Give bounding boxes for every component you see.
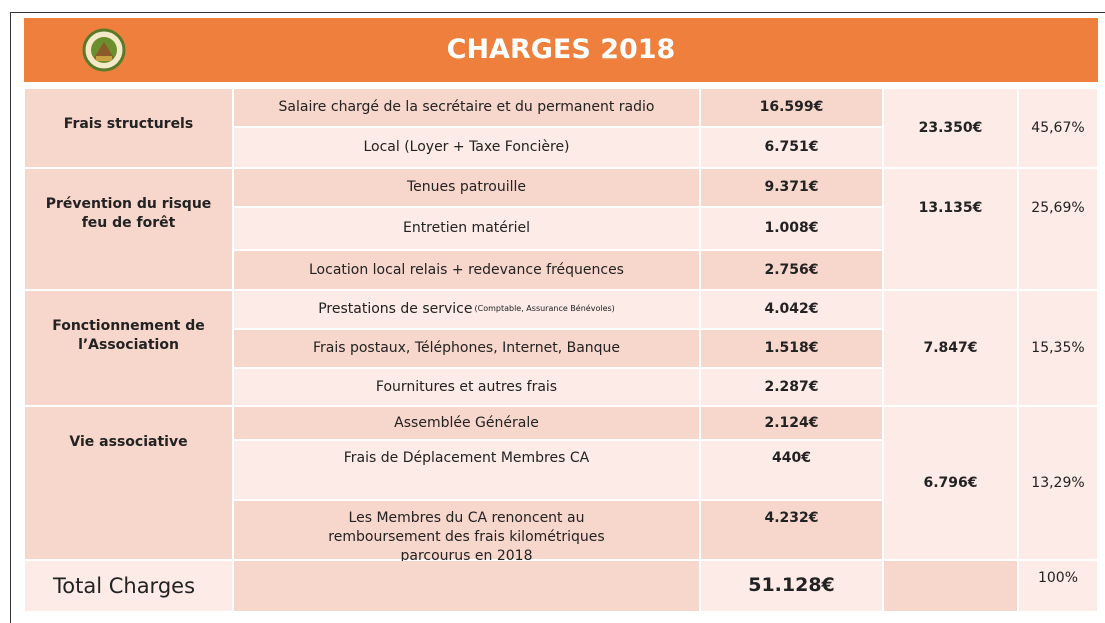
item-text: Frais postaux, Téléphones, Internet, Ban… [312,340,621,357]
item-text: Local (Loyer + Taxe Foncière) [363,139,570,156]
group-total: 6.796€ [884,407,1017,559]
logo [82,28,126,72]
item-text: Les Membres du CA renoncent au rembourse… [328,510,605,564]
title: CHARGES 2018 [446,34,676,65]
header: CHARGES 2018 [24,18,1098,82]
category: Vie associative [25,407,232,559]
item-label: Tenues patrouille [234,169,699,206]
item-amount: 6.751€ [701,128,882,167]
item-label: Frais postaux, Téléphones, Internet, Ban… [234,330,699,367]
item-label: Assemblée Générale [234,407,699,439]
group-percent: 13,29% [1019,407,1097,559]
item-amount: 2.287€ [701,369,882,405]
total-percent: 100% [1019,561,1097,611]
item-text: Salaire chargé de la secrétaire et du pe… [278,99,655,116]
total-label: Total Charges [25,561,232,611]
item-text: Fournitures et autres frais [375,378,558,395]
item-text: Entretien matériel [402,220,531,237]
item-note: (Comptable, Assurance Bénévoles) [474,304,615,314]
group-total: 23.350€ [884,89,1017,167]
total-empty [884,561,1017,611]
item-amount: 9.371€ [701,169,882,206]
item-amount: 1.008€ [701,208,882,249]
category: Fonctionnement de l’Association [25,291,232,405]
item-label: Location local relais + redevance fréque… [234,251,699,289]
total-amount: 51.128€ [701,561,882,611]
item-amount: 4.232€ [701,501,882,559]
group-percent: 45,67% [1019,89,1097,167]
item-amount: 1.518€ [701,330,882,367]
item-text: Frais de Déplacement Membres CA [343,450,590,466]
item-text: Prestations de service [318,301,473,318]
total-empty [234,561,699,611]
group-total: 7.847€ [884,291,1017,405]
item-label: Prestations de service (Comptable, Assura… [234,291,699,328]
item-label: Local (Loyer + Taxe Foncière) [234,128,699,167]
group-percent: 25,69% [1019,169,1097,289]
item-amount: 440€ [701,441,882,499]
item-label: Fournitures et autres frais [234,369,699,405]
item-amount: 4.042€ [701,291,882,328]
item-text: Location local relais + redevance fréque… [309,261,624,278]
item-amount: 2.756€ [701,251,882,289]
item-label: Entretien matériel [234,208,699,249]
item-text: Assemblée Générale [394,414,539,431]
item-amount: 2.124€ [701,407,882,439]
category: Prévention du risque feu de forêt [25,169,232,289]
category: Frais structurels [25,89,232,167]
item-text: Tenues patrouille [406,179,526,196]
frame [10,12,1105,623]
item-label: Frais de Déplacement Membres CA [234,441,699,499]
item-label: Les Membres du CA renoncent au rembourse… [234,501,699,564]
item-label: Salaire chargé de la secrétaire et du pe… [234,89,699,126]
group-percent: 15,35% [1019,291,1097,405]
item-amount: 16.599€ [701,89,882,126]
group-total: 13.135€ [884,169,1017,289]
